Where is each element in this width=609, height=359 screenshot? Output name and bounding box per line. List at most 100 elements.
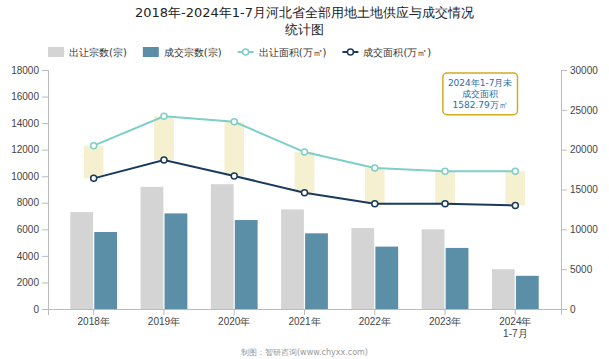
legend-item: 出让宗数(宗) bbox=[48, 47, 127, 58]
tick-mark bbox=[42, 203, 48, 204]
tick-label: 2018年 bbox=[78, 316, 110, 327]
bar bbox=[422, 229, 445, 309]
tick-mark bbox=[561, 110, 567, 111]
tick: 12000 bbox=[11, 144, 48, 155]
tick-label: 2023年 bbox=[429, 316, 461, 327]
range-band bbox=[505, 171, 525, 205]
bar bbox=[375, 247, 398, 309]
tick-mark bbox=[42, 97, 48, 98]
tick: 2019年 bbox=[148, 309, 180, 327]
tick-mark bbox=[561, 269, 567, 270]
tick: 2000 bbox=[17, 277, 48, 288]
tick-label: 16000 bbox=[11, 91, 39, 102]
tick: 18000 bbox=[11, 65, 48, 76]
tick-mark bbox=[42, 150, 48, 151]
tick-label: 20000 bbox=[570, 144, 598, 155]
bar bbox=[305, 233, 328, 309]
tick: 2021年 bbox=[288, 309, 320, 327]
tick-label: 12000 bbox=[11, 144, 39, 155]
tick-mark bbox=[163, 309, 164, 315]
marker bbox=[302, 149, 308, 155]
marker bbox=[161, 113, 167, 119]
tick-label: 2024年1-7月 bbox=[499, 316, 531, 339]
bar bbox=[211, 184, 234, 309]
tick-label: 2019年 bbox=[148, 316, 180, 327]
tick-label: 30000 bbox=[570, 65, 598, 76]
legend-item: 出让面积(万㎡) bbox=[238, 47, 327, 58]
bar bbox=[94, 232, 117, 309]
tick: 0 bbox=[561, 304, 576, 315]
y-axis: 0200040006000800010000120001400016000180… bbox=[11, 65, 48, 315]
tick-mark bbox=[561, 70, 567, 71]
title: 2018年-2024年1-7月河北省全部用地土地供应与成交情况 bbox=[135, 5, 474, 20]
legend-marker bbox=[347, 49, 353, 55]
marks bbox=[70, 113, 538, 309]
tick-label: 2022年 bbox=[359, 316, 391, 327]
tick: 10000 bbox=[11, 171, 48, 182]
tick: 2024年1-7月 bbox=[499, 309, 531, 339]
axis-line bbox=[562, 71, 568, 310]
annotation-box bbox=[443, 73, 518, 115]
range-band bbox=[365, 168, 385, 204]
tick-mark bbox=[561, 190, 567, 191]
bar bbox=[70, 212, 93, 309]
marker bbox=[302, 190, 308, 196]
annotation-text: 2024年1-7月未成交面积1582.79万㎡ bbox=[448, 78, 513, 110]
tick-mark bbox=[42, 123, 48, 124]
tick-mark bbox=[445, 309, 446, 315]
tick-mark bbox=[42, 70, 48, 71]
range-band bbox=[154, 116, 174, 160]
bar bbox=[516, 276, 539, 309]
marker bbox=[512, 202, 518, 208]
tick: 16000 bbox=[11, 91, 48, 102]
annotation-line: 成交面积 bbox=[462, 89, 498, 99]
line bbox=[94, 160, 516, 205]
range-band bbox=[435, 171, 455, 204]
tick-label: 14000 bbox=[11, 118, 39, 129]
tick-mark bbox=[42, 282, 48, 283]
tick: 20000 bbox=[561, 144, 598, 155]
source: 制图：智研咨询(www.chyxx.com) bbox=[241, 348, 368, 357]
tick: 0 bbox=[33, 304, 48, 315]
marker bbox=[372, 165, 378, 171]
tick-mark bbox=[304, 309, 305, 315]
marker bbox=[231, 173, 237, 179]
tick-label-line: 2021年 bbox=[288, 316, 320, 327]
marker bbox=[91, 175, 97, 181]
tick: 25000 bbox=[561, 105, 598, 116]
subtitle: 统计图 bbox=[285, 22, 324, 37]
tick: 2020年 bbox=[218, 309, 250, 327]
tick-label-line: 2018年 bbox=[78, 316, 110, 327]
tick: 2022年 bbox=[359, 309, 391, 327]
tick-label: 25000 bbox=[570, 105, 598, 116]
marker bbox=[442, 168, 448, 174]
tick: 2018年 bbox=[78, 309, 110, 327]
tick-label: 2000 bbox=[17, 277, 40, 288]
legend-item: 成交宗数(宗) bbox=[143, 47, 222, 58]
bar bbox=[165, 213, 188, 309]
tick-mark bbox=[374, 309, 375, 315]
range-band bbox=[295, 152, 315, 193]
marker bbox=[91, 143, 97, 149]
chart: 2018年-2024年1-7月河北省全部用地土地供应与成交情况统计图020004… bbox=[0, 0, 609, 359]
tick-mark bbox=[42, 256, 48, 257]
tick-mark bbox=[42, 176, 48, 177]
tick-mark bbox=[561, 229, 567, 230]
annotation-line: 1582.79万㎡ bbox=[453, 100, 508, 110]
tick-mark bbox=[234, 309, 235, 315]
marker bbox=[372, 201, 378, 207]
tick-label: 2020年 bbox=[218, 316, 250, 327]
bar bbox=[281, 209, 304, 309]
bar bbox=[492, 269, 515, 309]
legend-label: 成交面积(万㎡) bbox=[363, 47, 431, 58]
tick-label: 0 bbox=[33, 304, 39, 315]
tick-label: 6000 bbox=[17, 224, 40, 235]
range-band bbox=[84, 146, 104, 179]
range-band bbox=[224, 122, 244, 176]
tick-label: 2021年 bbox=[288, 316, 320, 327]
tick-label: 18000 bbox=[11, 65, 39, 76]
tick: 30000 bbox=[561, 65, 598, 76]
line bbox=[94, 116, 516, 171]
axis-line bbox=[42, 71, 49, 310]
marker bbox=[161, 157, 167, 163]
